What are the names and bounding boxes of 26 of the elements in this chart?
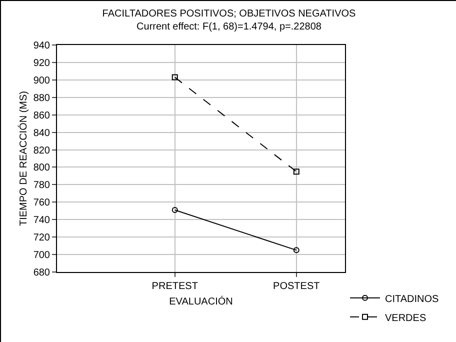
y-tick-label: 780	[33, 180, 50, 192]
y-tick-label: 740	[33, 215, 50, 226]
y-tick-label: 820	[33, 145, 50, 156]
y-tick-label: 680	[33, 268, 50, 278]
chart-subtitle: Current effect: F(1, 68)=1.4794, p=.22808	[136, 21, 322, 32]
y-tick-label: 800	[33, 162, 50, 174]
point	[293, 168, 300, 175]
y-tick-label: 880	[33, 92, 50, 104]
point	[172, 207, 178, 214]
y-tick-label: 860	[33, 110, 50, 122]
x-axis-title: EVALUACIÓN	[169, 296, 233, 308]
y-tick-label: 720	[33, 232, 50, 244]
y-tick-label: 920	[33, 58, 50, 69]
point	[172, 74, 178, 80]
legend-label: VERDES	[385, 312, 426, 324]
x-tick-label: PRETEST	[152, 281, 198, 292]
y-tick-label: 840	[33, 128, 50, 139]
y-tick-label: 700	[33, 250, 50, 262]
x-tick-label: POSTEST	[273, 281, 320, 292]
legend-label: CITADINOS	[385, 294, 440, 305]
point	[293, 247, 300, 254]
chart-title: FACILTADORES POSITIVOS; OBJETIVOS NEGATIVOS	[102, 8, 356, 20]
y-tick-label: 760	[33, 198, 50, 209]
y-axis-title: TIEMPO DE REACCIÓN (MS)	[17, 90, 30, 226]
y-tick-label: 940	[33, 40, 50, 52]
y-tick-label: 900	[33, 75, 50, 86]
